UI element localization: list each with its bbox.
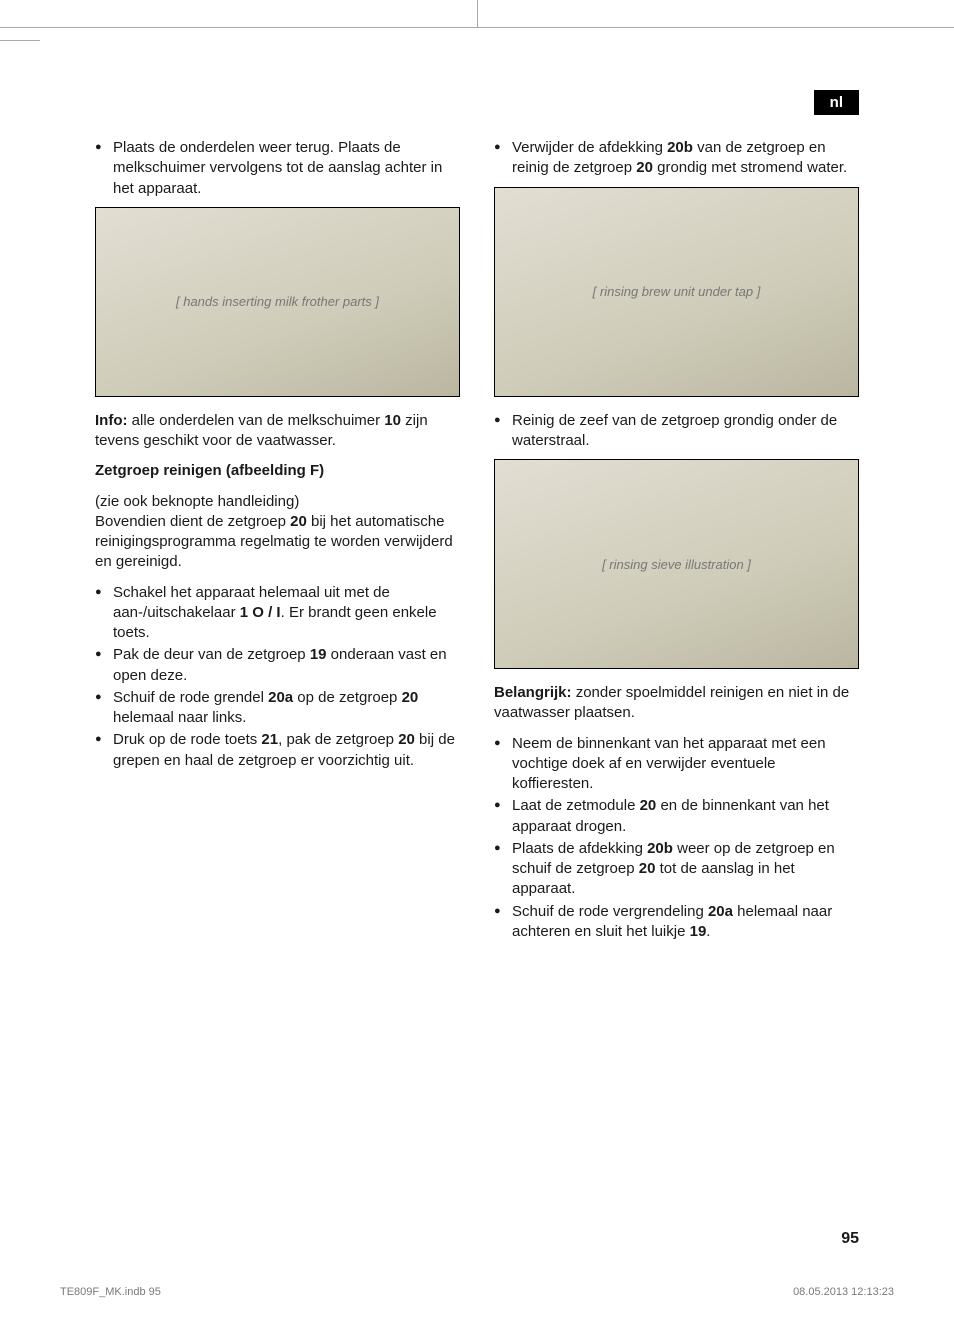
crop-mark-left (0, 40, 40, 41)
ref-num: 20 (640, 797, 657, 814)
ref-num: 21 (261, 731, 278, 748)
text: , pak de zetgroep (278, 731, 398, 748)
list-item: Neem de binnenkant van het apparaat met … (494, 734, 859, 795)
ref-num: 20 (398, 731, 415, 748)
text: op de zetgroep (293, 689, 401, 706)
list-item: Reinig de zeef van de zetgroep grondig o… (494, 411, 859, 452)
text: grondig met stromend water. (653, 159, 847, 176)
info-text: alle onderdelen van de melkschuimer (127, 412, 384, 429)
important-label: Belangrijk: (494, 684, 572, 701)
right-column: Verwijder de afdekking 20b van de zetgro… (494, 138, 859, 944)
page-number: 95 (841, 1230, 859, 1248)
sub-note: (zie ook beknopte handleiding) (95, 492, 460, 512)
figure-rinse-unit: [ rinsing brew unit under tap ] (494, 187, 859, 397)
list-item: Plaats de onderdelen weer terug. Plaats … (95, 138, 460, 199)
figure-milk-frother: [ hands inserting milk frother parts ] (95, 207, 460, 397)
text: Neem de binnenkant van het apparaat met … (512, 735, 826, 793)
info-paragraph: Info: alle onderdelen van de melkschuime… (95, 411, 460, 452)
ref-num: 20b (667, 139, 693, 156)
print-footer: TE809F_MK.indb 95 08.05.2013 12:13:23 (60, 1286, 894, 1298)
two-column-layout: Plaats de onderdelen weer terug. Plaats … (95, 138, 859, 944)
list-item: Laat de zetmodule 20 en de binnenkant va… (494, 796, 859, 837)
info-label: Info: (95, 412, 127, 429)
language-badge: nl (814, 90, 859, 115)
ref-num: 20 (402, 689, 419, 706)
ref-num: 20 (636, 159, 653, 176)
text: Plaats de afdekking (512, 840, 647, 857)
ref-num: 20a (268, 689, 293, 706)
text: Pak de deur van de zetgroep (113, 646, 310, 663)
text: Reinig de zeef van de zetgroep grondig o… (512, 412, 837, 449)
text: helemaal naar links. (113, 709, 246, 726)
ref-num: 20 (290, 513, 307, 530)
list-item: Verwijder de afdekking 20b van de zetgro… (494, 138, 859, 179)
left-column: Plaats de onderdelen weer terug. Plaats … (95, 138, 460, 944)
footer-filename: TE809F_MK.indb 95 (60, 1286, 161, 1298)
ref-num: 20 (639, 860, 656, 877)
text: . (706, 923, 710, 940)
ref-num: 20b (647, 840, 673, 857)
list-item: Druk op de rode toets 21, pak de zetgroe… (95, 730, 460, 771)
text: Druk op de rode toets (113, 731, 261, 748)
intro-text: Bovendien dient de zetgroep 20 bij het a… (95, 512, 460, 573)
ref-num: 19 (310, 646, 327, 663)
bullet-text: Plaats de onderdelen weer terug. Plaats … (113, 139, 442, 197)
footer-timestamp: 08.05.2013 12:13:23 (793, 1286, 894, 1298)
ref-num: 1 O / I (240, 604, 281, 621)
list-item: Schuif de rode vergrendeling 20a helemaa… (494, 902, 859, 943)
ref-num: 19 (690, 923, 707, 940)
figure-rinse-sieve: [ rinsing sieve illustration ] (494, 459, 859, 669)
crop-mark-top (0, 0, 954, 28)
list-item: Schakel het apparaat helemaal uit met de… (95, 583, 460, 644)
ref-num: 20a (708, 903, 733, 920)
text: Schuif de rode vergrendeling (512, 903, 708, 920)
text: Verwijder de afdekking (512, 139, 667, 156)
list-item: Schuif de rode grendel 20a op de zetgroe… (95, 688, 460, 729)
text: Schuif de rode grendel (113, 689, 268, 706)
ref-num: 10 (384, 412, 401, 429)
text: Bovendien dient de zetgroep (95, 513, 290, 530)
important-paragraph: Belangrijk: zonder spoelmiddel reinigen … (494, 683, 859, 724)
page-content: nl Plaats de onderdelen weer terug. Plaa… (95, 80, 859, 1248)
list-item: Pak de deur van de zetgroep 19 onderaan … (95, 645, 460, 686)
text: Laat de zetmodule (512, 797, 640, 814)
section-heading: Zetgroep reinigen (afbeelding F) (95, 461, 460, 481)
list-item: Plaats de afdekking 20b weer op de zetgr… (494, 839, 859, 900)
